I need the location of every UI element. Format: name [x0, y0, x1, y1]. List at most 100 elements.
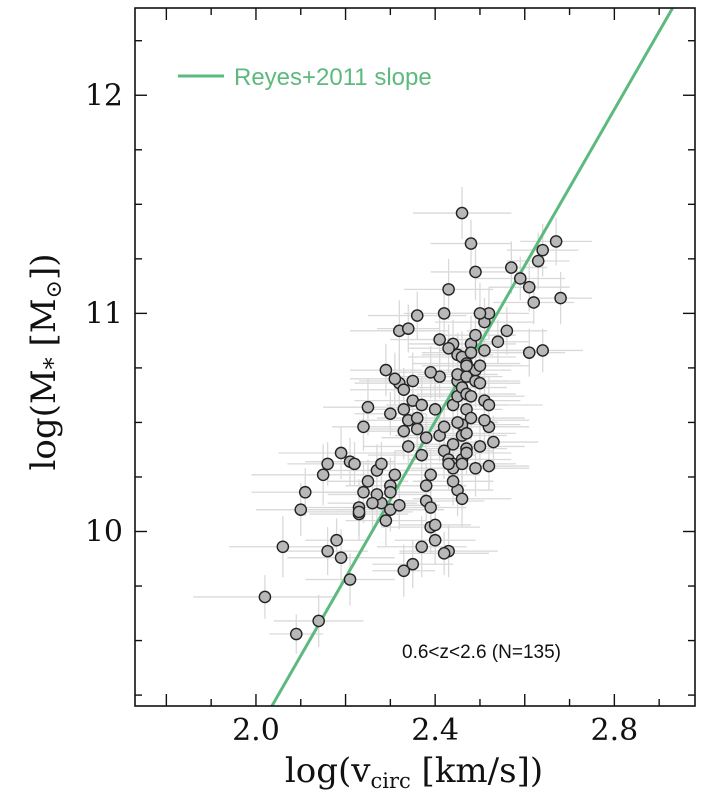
data-point [437, 547, 451, 560]
y-axis-label-tail: [M [24, 298, 64, 357]
data-point [531, 254, 545, 268]
data-point [401, 440, 415, 453]
data-point [379, 514, 393, 527]
x-axis-label-tail: [km/s]) [411, 751, 543, 791]
data-point [393, 499, 406, 512]
data-point [469, 265, 482, 279]
data-point [388, 468, 402, 482]
data-point [482, 459, 496, 473]
data-point [258, 590, 272, 604]
data-point [464, 237, 478, 250]
data-point [522, 346, 536, 359]
data-point [473, 307, 487, 320]
data-point [455, 206, 469, 220]
legend-label: Reyes+2011 slope [234, 64, 432, 91]
data-point [473, 440, 487, 453]
data-point [428, 403, 442, 416]
data-point [348, 457, 361, 471]
data-point [384, 407, 397, 421]
x-axis-label: log(vcirc [km/s]) [285, 751, 543, 793]
data-point [334, 551, 348, 564]
data-point [442, 341, 455, 355]
data-point [464, 346, 478, 359]
data-point [419, 479, 433, 492]
data-point [424, 365, 437, 379]
data-point [406, 557, 420, 571]
data-point [366, 496, 379, 510]
data-point [491, 335, 505, 349]
y-axis-label: log(M* [M⊙]) [24, 253, 67, 470]
data-point [312, 614, 325, 628]
legend: Reyes+2011 slope [178, 64, 432, 91]
data-point [397, 564, 411, 578]
data-point [460, 446, 473, 460]
data-point [406, 374, 420, 388]
data-point [464, 411, 478, 425]
data-point [379, 363, 393, 377]
x-axis-label-sub: circ [370, 769, 410, 793]
data-point [500, 324, 514, 338]
data-point [415, 540, 429, 554]
data-point [361, 475, 375, 488]
data-point [460, 359, 473, 373]
tick-labels: 2.0 2.4 2.8 10 11 12 [85, 78, 638, 748]
x-tick-label: 2.0 [232, 713, 280, 748]
y-tick-label: 10 [85, 515, 123, 550]
data-point [446, 437, 460, 451]
data-point [469, 328, 482, 342]
data-point [276, 540, 290, 554]
data-point [289, 627, 303, 641]
axis-ticks [135, 8, 695, 706]
data-point [397, 403, 411, 416]
data-point [433, 333, 446, 346]
y-axis-label-sun: ⊙ [42, 280, 67, 298]
data-point [554, 291, 567, 305]
data-point [384, 485, 397, 499]
data-points [258, 206, 567, 641]
data-point [410, 309, 424, 322]
data-point [478, 344, 491, 357]
y-axis-label-main: log(M [24, 369, 64, 470]
data-point [437, 420, 451, 434]
data-point [424, 468, 437, 482]
sample-annotation: 0.6<z<2.6 (N=135) [402, 642, 561, 663]
data-point [469, 461, 482, 475]
error-bars [193, 186, 592, 654]
data-point [375, 457, 388, 471]
data-point [352, 505, 366, 519]
data-point [451, 416, 464, 429]
data-point [298, 485, 312, 499]
x-tick-label: 2.4 [411, 713, 459, 748]
data-point [473, 376, 487, 390]
data-point [446, 475, 460, 488]
data-point [294, 503, 308, 516]
data-point [522, 280, 536, 294]
data-point [415, 398, 429, 412]
y-axis-label-sub: * [39, 357, 67, 369]
data-point [527, 296, 541, 309]
data-point [460, 427, 473, 440]
data-point [424, 501, 437, 514]
y-axis-label-close: ]) [24, 253, 64, 280]
data-point [357, 420, 370, 434]
data-point [388, 372, 402, 386]
data-point [442, 283, 455, 296]
data-point [455, 457, 469, 471]
data-point [321, 457, 334, 471]
data-point [482, 398, 496, 412]
data-point [455, 492, 469, 506]
data-point [513, 272, 527, 285]
data-point [397, 383, 411, 397]
x-tick-label: 2.8 [591, 713, 639, 748]
y-tick-label: 11 [85, 296, 123, 331]
data-point [330, 533, 343, 547]
data-point [536, 243, 549, 257]
data-point [410, 422, 424, 436]
data-point [442, 457, 455, 471]
data-point [536, 344, 549, 357]
plot-frame [134, 7, 696, 707]
x-axis-label-main: log(v [285, 751, 371, 791]
data-point [410, 411, 424, 425]
data-point [437, 307, 451, 320]
